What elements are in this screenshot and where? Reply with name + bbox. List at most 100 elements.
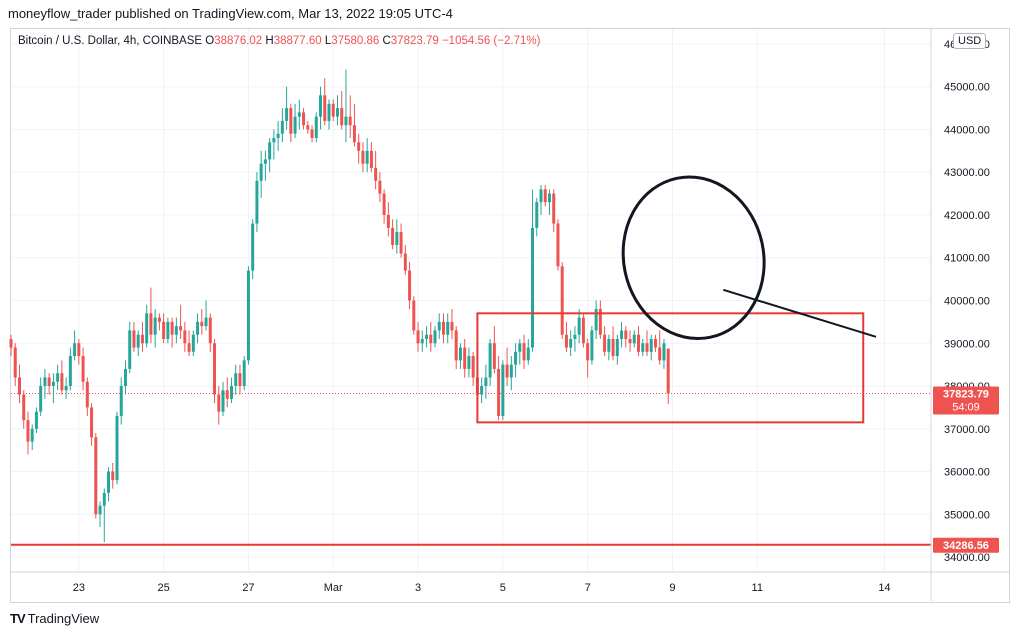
x-tick-label: 23 xyxy=(73,582,85,594)
candle xyxy=(649,334,653,361)
candle-body xyxy=(611,338,615,357)
candle-body xyxy=(64,386,68,391)
candle-body xyxy=(577,317,581,335)
candle xyxy=(666,348,670,404)
candle xyxy=(645,330,649,357)
symbol-title[interactable]: Bitcoin / U.S. Dollar, 4h, COINBASE xyxy=(18,35,203,47)
candle xyxy=(60,360,64,395)
candle xyxy=(611,326,615,361)
candle-body xyxy=(314,116,318,139)
candle xyxy=(374,150,378,190)
candle xyxy=(577,309,581,344)
candle xyxy=(391,219,395,250)
candle xyxy=(357,133,361,164)
candle-body xyxy=(598,309,602,335)
annotations xyxy=(11,175,931,546)
candle-body xyxy=(620,330,624,339)
candle-body xyxy=(73,343,77,357)
candle-body xyxy=(263,159,267,164)
candle-body xyxy=(187,343,191,352)
candle-body xyxy=(60,373,64,391)
candle xyxy=(179,304,183,339)
candle-body xyxy=(310,129,314,139)
candle-body xyxy=(68,356,72,387)
candle-body xyxy=(297,112,301,117)
candle xyxy=(547,189,551,215)
candle-body xyxy=(531,227,535,348)
x-tick-label: 27 xyxy=(242,582,254,594)
candle-body xyxy=(272,138,276,143)
current-price-tag xyxy=(933,386,999,415)
candle xyxy=(586,338,590,378)
candle-body xyxy=(441,321,445,335)
candle xyxy=(607,334,611,361)
candle-body xyxy=(526,347,530,361)
candle-body xyxy=(94,437,98,515)
candle xyxy=(509,356,513,391)
publisher-caption: moneyflow_trader published on TradingVie… xyxy=(8,6,453,21)
candle-body xyxy=(213,343,217,395)
y-tick-label: 44000.00 xyxy=(944,124,990,136)
candle-body xyxy=(446,321,450,335)
candle xyxy=(323,78,327,126)
candle-body xyxy=(361,150,365,164)
candle-body xyxy=(9,338,13,348)
axes: 34000.0035000.0036000.0037000.0038000.00… xyxy=(11,29,1009,601)
candle xyxy=(221,381,225,416)
candle-body xyxy=(357,142,361,151)
candle xyxy=(467,347,471,378)
candle-body xyxy=(594,309,598,331)
candle xyxy=(458,343,462,369)
candle xyxy=(556,219,560,271)
y-tick-label: 42000.00 xyxy=(944,210,990,222)
candle-body xyxy=(119,386,123,416)
x-tick-label: 3 xyxy=(415,582,421,594)
y-tick-label: 39000.00 xyxy=(944,338,990,350)
tradingview-brand[interactable]: TV TradingView xyxy=(10,611,99,626)
candle xyxy=(433,326,437,348)
candle xyxy=(641,338,645,357)
candle xyxy=(399,223,403,258)
candle xyxy=(17,364,21,404)
candle-body xyxy=(268,142,272,160)
candle xyxy=(64,377,68,399)
candle-body xyxy=(624,330,628,339)
candle-body xyxy=(115,415,119,481)
candle-body xyxy=(480,386,484,395)
candle-body xyxy=(238,373,242,387)
candle-body xyxy=(123,368,127,387)
candle-body xyxy=(416,330,420,344)
high-value: 38877.60 xyxy=(273,35,322,47)
candle-body xyxy=(319,95,323,117)
candle xyxy=(514,343,518,378)
candle-body xyxy=(174,326,178,335)
low-label: L xyxy=(324,35,332,47)
y-tick-label: 36000.00 xyxy=(944,467,990,479)
candle-body xyxy=(628,338,632,344)
candle-body xyxy=(229,386,233,399)
support-price-tag xyxy=(933,537,999,553)
candle xyxy=(361,142,365,173)
candle-body xyxy=(259,163,263,181)
candle xyxy=(471,351,475,387)
candle-body xyxy=(276,133,280,139)
candle xyxy=(615,334,619,365)
candle xyxy=(217,386,221,425)
candle xyxy=(505,347,509,387)
candle xyxy=(335,95,339,126)
candle-body xyxy=(153,317,157,335)
low-value: 37580.86 xyxy=(331,35,380,47)
y-tick-label: 40000.00 xyxy=(944,296,990,308)
y-tick-label: 35000.00 xyxy=(944,509,990,521)
candle xyxy=(327,99,331,130)
candle-body xyxy=(170,321,174,335)
candle-body xyxy=(653,338,657,348)
candle-body xyxy=(191,334,195,352)
brand-text: TradingView xyxy=(27,611,100,626)
candle xyxy=(653,334,657,352)
currency-button[interactable]: USD xyxy=(953,33,987,49)
candle xyxy=(43,368,47,399)
candle xyxy=(229,377,233,404)
candle xyxy=(13,343,17,387)
